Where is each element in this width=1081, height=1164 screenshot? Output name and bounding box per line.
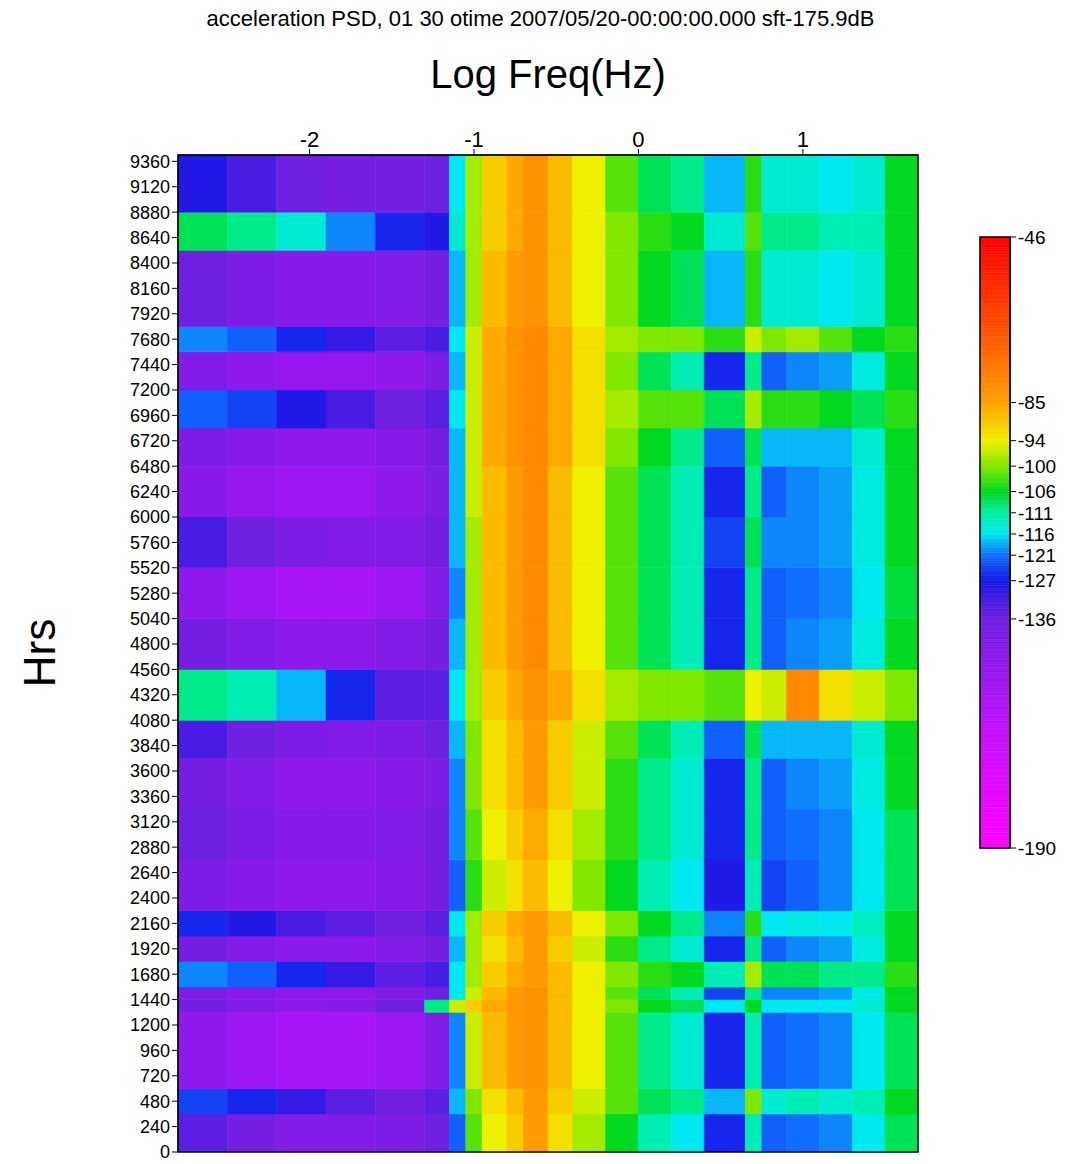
svg-text:8160: 8160: [130, 279, 170, 299]
svg-text:9360: 9360: [130, 152, 170, 172]
svg-text:5760: 5760: [130, 533, 170, 553]
svg-text:2880: 2880: [130, 838, 170, 858]
svg-text:1440: 1440: [130, 990, 170, 1010]
svg-text:6000: 6000: [130, 507, 170, 527]
svg-text:240: 240: [140, 1117, 170, 1137]
svg-text:3840: 3840: [130, 736, 170, 756]
svg-text:3360: 3360: [130, 787, 170, 807]
svg-text:8640: 8640: [130, 228, 170, 248]
svg-text:-94: -94: [1018, 430, 1046, 451]
svg-text:-2: -2: [300, 127, 320, 152]
svg-text:7200: 7200: [130, 380, 170, 400]
svg-text:6240: 6240: [130, 482, 170, 502]
svg-text:-100: -100: [1018, 456, 1056, 477]
svg-text:7440: 7440: [130, 355, 170, 375]
svg-text:1: 1: [797, 127, 809, 152]
svg-text:9120: 9120: [130, 177, 170, 197]
svg-text:6960: 6960: [130, 406, 170, 426]
svg-text:2640: 2640: [130, 863, 170, 883]
svg-text:8400: 8400: [130, 253, 170, 273]
html-text:acceleration PSD, 01 30 otime: acceleration PSD, 01 30 otime 2007/05/20…: [206, 6, 875, 31]
svg-text:-127: -127: [1018, 570, 1056, 591]
html-text:Hrs: Hrs: [15, 618, 64, 688]
svg-text:-111: -111: [1018, 503, 1053, 524]
svg-text:1920: 1920: [130, 939, 170, 959]
svg-text:1680: 1680: [130, 965, 170, 985]
svg-text:1200: 1200: [130, 1015, 170, 1035]
svg-text:7680: 7680: [130, 330, 170, 350]
svg-text:-116: -116: [1018, 524, 1055, 545]
svg-text:2400: 2400: [130, 888, 170, 908]
svg-text:5040: 5040: [130, 609, 170, 629]
svg-text:4080: 4080: [130, 711, 170, 731]
svg-text:8880: 8880: [130, 203, 170, 223]
svg-text:3600: 3600: [130, 761, 170, 781]
svg-text:0: 0: [632, 127, 644, 152]
svg-text:6480: 6480: [130, 457, 170, 477]
svg-text:-121: -121: [1018, 545, 1056, 566]
svg-text:4320: 4320: [130, 685, 170, 705]
svg-text:6720: 6720: [130, 431, 170, 451]
svg-text:720: 720: [140, 1066, 170, 1086]
svg-text:-85: -85: [1018, 392, 1045, 413]
svg-text:5520: 5520: [130, 558, 170, 578]
svg-text:480: 480: [140, 1092, 170, 1112]
svg-text:7920: 7920: [130, 304, 170, 324]
svg-text:-46: -46: [1018, 227, 1045, 248]
svg-text:-190: -190: [1018, 838, 1056, 859]
svg-text:0: 0: [160, 1142, 170, 1162]
svg-text:4560: 4560: [130, 660, 170, 680]
html-text:Log Freq(Hz): Log Freq(Hz): [430, 52, 666, 96]
svg-text:-106: -106: [1018, 481, 1056, 502]
svg-text:3120: 3120: [130, 812, 170, 832]
svg-text:5280: 5280: [130, 584, 170, 604]
svg-text:-1: -1: [464, 127, 484, 152]
svg-text:2160: 2160: [130, 914, 170, 934]
svg-text:960: 960: [140, 1041, 170, 1061]
svg-text:4800: 4800: [130, 634, 170, 654]
svg-text:-136: -136: [1018, 609, 1056, 630]
